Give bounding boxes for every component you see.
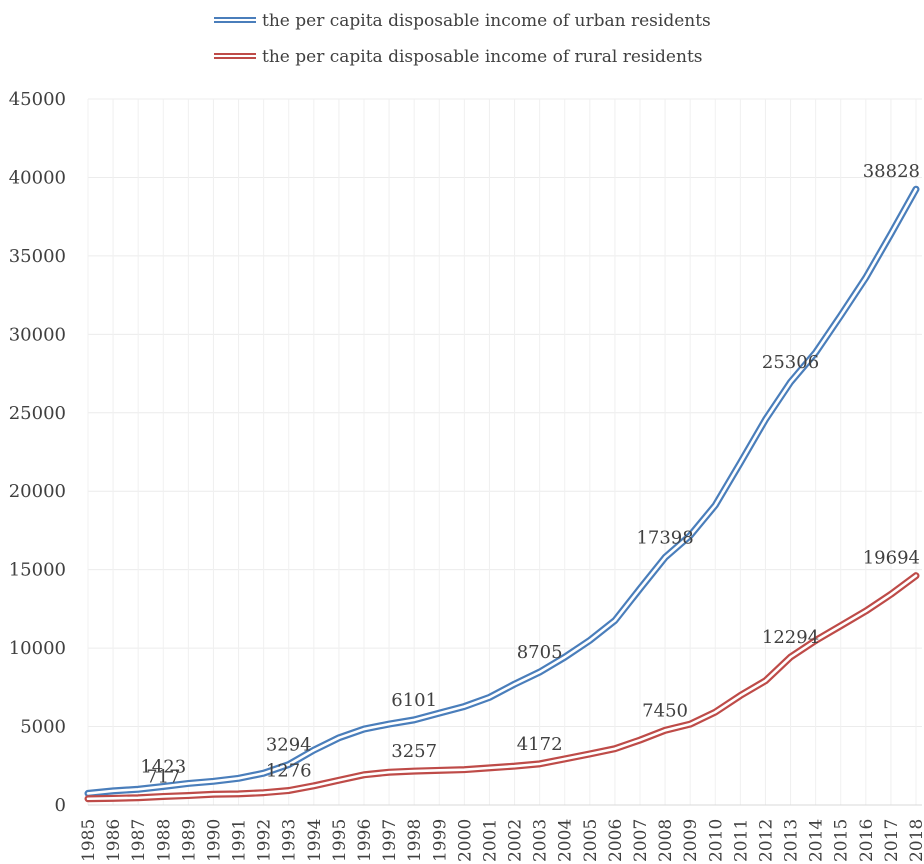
x-tick-label: 2013 [782, 819, 802, 862]
data-labels: 1423 3294 6101 8705 17398 25306 38828 717 1276 32… [140, 161, 920, 787]
x-tick-label: 1987 [129, 819, 149, 862]
data-label: 1276 [266, 761, 312, 782]
x-tick-label: 2018 [907, 819, 924, 862]
series-line-inner [86, 574, 918, 801]
legend-label: the per capita disposable income of urba… [262, 11, 711, 31]
x-tick-label: 2005 [581, 819, 601, 862]
x-tick-label: 2007 [631, 819, 651, 862]
x-tick-label: 1995 [330, 819, 350, 862]
data-label: 17398 [636, 527, 693, 548]
x-tick-label: 1988 [154, 819, 174, 862]
legend: the per capita disposable income of urba… [214, 11, 711, 67]
x-tick-label: 2011 [731, 819, 751, 862]
data-label: 717 [146, 766, 180, 787]
x-tick-label: 1991 [230, 819, 250, 862]
x-tick-label: 1990 [204, 819, 224, 862]
x-tick-label: 1993 [280, 819, 300, 862]
data-label: 1423 [140, 756, 186, 777]
legend-item: the per capita disposable income of rura… [214, 47, 703, 67]
x-tick-label: 1994 [305, 819, 325, 862]
x-tick-label: 2009 [681, 819, 701, 862]
x-tick-label: 2004 [556, 819, 576, 862]
x-tick-label: 2014 [807, 819, 827, 862]
x-tick-label: 1992 [255, 819, 275, 862]
legend-item: the per capita disposable income of urba… [214, 11, 711, 31]
data-label: 7450 [642, 700, 688, 721]
x-tick-label: 2012 [756, 819, 776, 862]
data-label: 12294 [762, 627, 819, 648]
gridlines [87, 98, 922, 806]
data-label: 25306 [762, 352, 819, 373]
y-tick-label: 10000 [9, 638, 66, 659]
x-tick-label: 1998 [405, 819, 425, 862]
y-tick-label: 35000 [9, 246, 66, 267]
series-line [84, 185, 920, 797]
data-label: 3257 [391, 741, 437, 762]
series-lines [84, 185, 920, 803]
x-tick-label: 1986 [104, 819, 124, 862]
x-tick-label: 1997 [380, 819, 400, 862]
x-tick-label: 2008 [656, 819, 676, 862]
y-tick-label: 45000 [9, 89, 66, 110]
x-tick-label: 2017 [882, 819, 902, 862]
x-axis: 1985 1986 1987 1988 1989 1990 1991 1992 1993 1994… [79, 804, 924, 862]
y-tick-label: 5000 [20, 717, 66, 738]
y-tick-label: 0 [55, 795, 66, 816]
x-tick-label: 2006 [606, 819, 626, 862]
data-label: 19694 [863, 548, 920, 569]
x-tick-label: 2015 [832, 819, 852, 862]
x-tick-label: 2000 [455, 819, 475, 862]
data-label: 38828 [863, 161, 920, 182]
x-tick-label: 1989 [179, 819, 199, 862]
x-tick-label: 1999 [430, 819, 450, 862]
series-line-inner [86, 187, 918, 795]
data-label: 4172 [517, 734, 563, 755]
data-label: 8705 [517, 642, 563, 663]
legend-label: the per capita disposable income of rura… [262, 47, 703, 67]
data-label: 6101 [391, 690, 437, 711]
y-tick-label: 15000 [9, 560, 66, 581]
x-tick-label: 2001 [480, 819, 500, 862]
y-axis: 0 5000 10000 15000 20000 25000 30000 35000 40000… [9, 89, 66, 816]
x-tick-label: 2003 [531, 819, 551, 862]
data-label: 3294 [266, 735, 312, 756]
series-line [84, 572, 920, 803]
x-tick-label: 2016 [857, 819, 877, 862]
y-tick-label: 40000 [9, 167, 66, 188]
x-tick-label: 2002 [506, 819, 526, 862]
x-tick-label: 1996 [355, 819, 375, 862]
y-tick-label: 25000 [9, 403, 66, 424]
x-tick-label: 1985 [79, 819, 99, 862]
x-tick-label: 2010 [706, 819, 726, 862]
y-tick-label: 20000 [9, 481, 66, 502]
y-tick-label: 30000 [9, 324, 66, 345]
